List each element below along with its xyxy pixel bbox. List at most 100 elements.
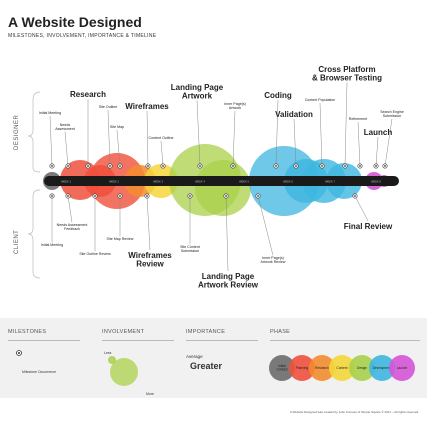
designer-milestone-label: Needs Assessment [55,123,75,131]
designer-milestone-label: Site Map [110,125,124,129]
milestone-dot-icon [187,193,193,199]
designer-milestone-label: Search Engine Submission [380,110,404,118]
legend-milestone-occurrence: Milestone Occurrence [22,370,57,374]
designer-milestone-label: Content Outline [149,136,174,140]
client-milestone-label: Site Outline Review [79,252,111,256]
milestone-dot-icon [65,163,71,169]
phase-label: Research [315,366,329,370]
milestone-dot-icon [92,193,98,199]
leader-line [319,102,323,167]
designer-milestone-label: Launch [364,128,393,137]
milestone-dot-icon [255,193,261,199]
phase-label: Content [336,366,347,370]
client-milestone-label: Inner Page(s) Artwork Review [261,256,286,264]
phase-swatch: Design [349,355,375,381]
milestone-dot-icon [273,163,279,169]
client-milestone-label: Site Content Submission [180,245,200,253]
page-title: A Website Designed [8,14,142,30]
designer-milestone-label: Inner Page(s) Artwork [224,102,246,110]
legend-involvement-more: More [146,392,154,396]
phase-label: Launch [397,366,408,370]
milestone-dot-icon [144,193,150,199]
legend-milestones-heading: MILESTONES [8,329,47,335]
leader-line [232,110,236,167]
leader-line [375,136,379,167]
designer-milestone-label: Wireframes [125,102,169,111]
phase-swatch: Development [369,355,395,381]
milestone-dot-icon [342,163,348,169]
week-label: WEEK 5 [239,180,249,184]
designer-bracket [27,91,41,173]
week-label: WEEK 3 [153,180,163,184]
designer-milestone-label: Refinement [349,117,367,121]
leader-line [354,195,369,222]
milestone-dot-icon [319,163,325,169]
page-subtitle: MILESTONES, INVOLVEMENT, IMPORTANCE & TI… [8,33,157,39]
week-label: WEEK 6 [283,180,293,184]
week-label: WEEK 4 [195,180,205,184]
phase-swatch: Research [309,355,335,381]
designer-milestone-label: Research [70,90,106,99]
client-milestone-label: Site Map Review [107,237,134,241]
legend-phase-heading: PHASE [270,329,291,335]
week-label: WEEK 8 [371,180,381,184]
phase-label: Design [357,366,367,370]
phase-label: Development [373,366,392,370]
legend-importance-heading: IMPORTANCE [186,329,226,335]
milestone-dot-icon [293,163,299,169]
leader-line [357,121,361,167]
leader-line [275,99,279,167]
milestone-dot-icon [230,163,236,169]
leader-line [116,129,121,167]
milestone-dot-icon [117,163,123,169]
milestone-dot-icon [382,163,388,169]
leader-line [344,82,348,167]
client-bracket [27,189,41,279]
client-milestone-label: Wireframes Review [128,251,172,268]
week-label: WEEK 2 [109,180,119,184]
leader-line [257,195,274,256]
milestone-dot-icon [373,163,379,169]
phase-swatch: Planning [289,355,315,381]
milestone-dot-icon [85,163,91,169]
milestone-dot-icon [197,163,203,169]
phase-swatch: Launch [389,355,415,381]
milestone-dot-icon [160,163,166,169]
timeline-diagram: WEEK 1 WEEK 2 WEEK 3 WEEK 4 WEEK 5 WEEK 6 WEEK… [27,65,404,289]
legend-panel: MILESTONES Milestone Occurrence INVOLVEM… [0,318,427,398]
designer-milestone-label: Landing Page Artwork [171,83,224,100]
milestone-dot-icon [117,193,123,199]
leader-line [49,115,53,167]
client-milestone-label: Final Review [344,222,393,231]
leader-line [225,195,229,272]
week-label: WEEK 1 [61,180,71,184]
designer-milestone-label: Content Population [305,98,336,102]
legend-importance-greater: Greater [190,361,223,371]
client-milestone-label: Landing Page Artwork Review [198,272,259,289]
phase-label: Planning [296,366,309,370]
credit-line: A Website Designed was created by John F… [289,410,419,414]
legend-involvement-heading: INVOLVEMENT [102,329,145,335]
legend-divider [8,340,80,341]
milestone-dot-icon [223,193,229,199]
legend-involvement-less: Less [104,351,112,355]
phase-swatch: Content [329,355,355,381]
designer-milestone-label: Cross Platform & Browser Testing [312,65,382,82]
phase-swatches: Initial Contact Planning Research Content Des… [269,355,415,381]
milestone-dot-icon [107,163,113,169]
designer-milestone-label: Initial Meeting [39,111,61,115]
bubble-design-2 [195,160,251,216]
designer-milestone-label: Site Outline [99,105,118,109]
milestone-dot-icon [49,193,55,199]
designer-milestone-label: Coding [264,91,292,100]
milestone-dot-icon [65,193,71,199]
phase-label: Initial Contact [277,364,288,371]
involvement-legend-icon [108,356,138,386]
phase-swatch: Initial Contact [269,355,295,381]
leader-line [196,100,201,167]
milestone-dot-icon [49,163,55,169]
timeline-bar [44,176,399,186]
leader-line [146,110,149,167]
designer-milestone-label: Validation [275,110,313,119]
leader-line [146,195,151,251]
